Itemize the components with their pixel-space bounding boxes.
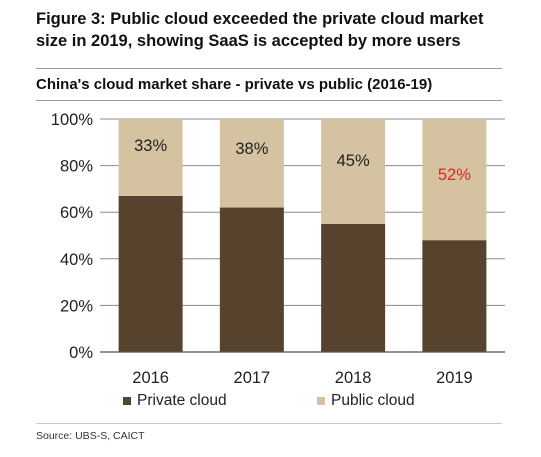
y-tick-label: 100% <box>51 111 94 129</box>
y-tick-label: 40% <box>60 251 93 269</box>
bar-private-2016 <box>118 195 183 352</box>
legend-label-private: Private cloud <box>137 392 227 409</box>
chart-title: China's cloud market share - private vs … <box>36 76 433 93</box>
bar-private-2018 <box>321 223 386 352</box>
data-label: 33% <box>134 137 167 155</box>
x-tick-label: 2016 <box>132 369 169 387</box>
legend-swatch-private <box>123 397 131 405</box>
legend-item-public: Public cloud <box>317 392 415 410</box>
bar-private-2019 <box>422 240 487 352</box>
x-tick-label: 2017 <box>234 369 271 387</box>
stacked-bar-chart: 0% 20% 40% 60% 80% 100% 33% 2016 38% 2017 45% 2018 5… <box>51 111 505 387</box>
y-tick-label: 80% <box>60 158 93 176</box>
legend-label-public: Public cloud <box>331 392 415 409</box>
legend-swatch-public <box>317 397 325 405</box>
x-tick-label: 2019 <box>436 369 473 387</box>
title-rule <box>36 100 502 101</box>
bar-private-2017 <box>219 207 284 352</box>
data-label: 45% <box>337 152 370 170</box>
figure-title: Figure 3: Public cloud exceeded the priv… <box>36 10 484 50</box>
top-rule <box>36 68 502 69</box>
legend: Private cloud Public cloud <box>0 392 541 414</box>
data-label: 52% <box>438 166 471 184</box>
data-label: 38% <box>235 140 268 158</box>
y-tick-label: 60% <box>60 204 93 222</box>
y-tick-label: 0% <box>69 344 93 362</box>
y-tick-label: 20% <box>60 297 93 315</box>
bar-public-2017 <box>219 119 284 208</box>
legend-item-private: Private cloud <box>123 392 227 410</box>
x-tick-label: 2018 <box>335 369 372 387</box>
bar-public-2016 <box>118 119 183 196</box>
bottom-rule <box>36 423 502 424</box>
bar-public-2018 <box>321 119 386 224</box>
source-note: Source: UBS-S, CAICT <box>36 430 145 442</box>
bar-public-2019 <box>422 119 487 241</box>
